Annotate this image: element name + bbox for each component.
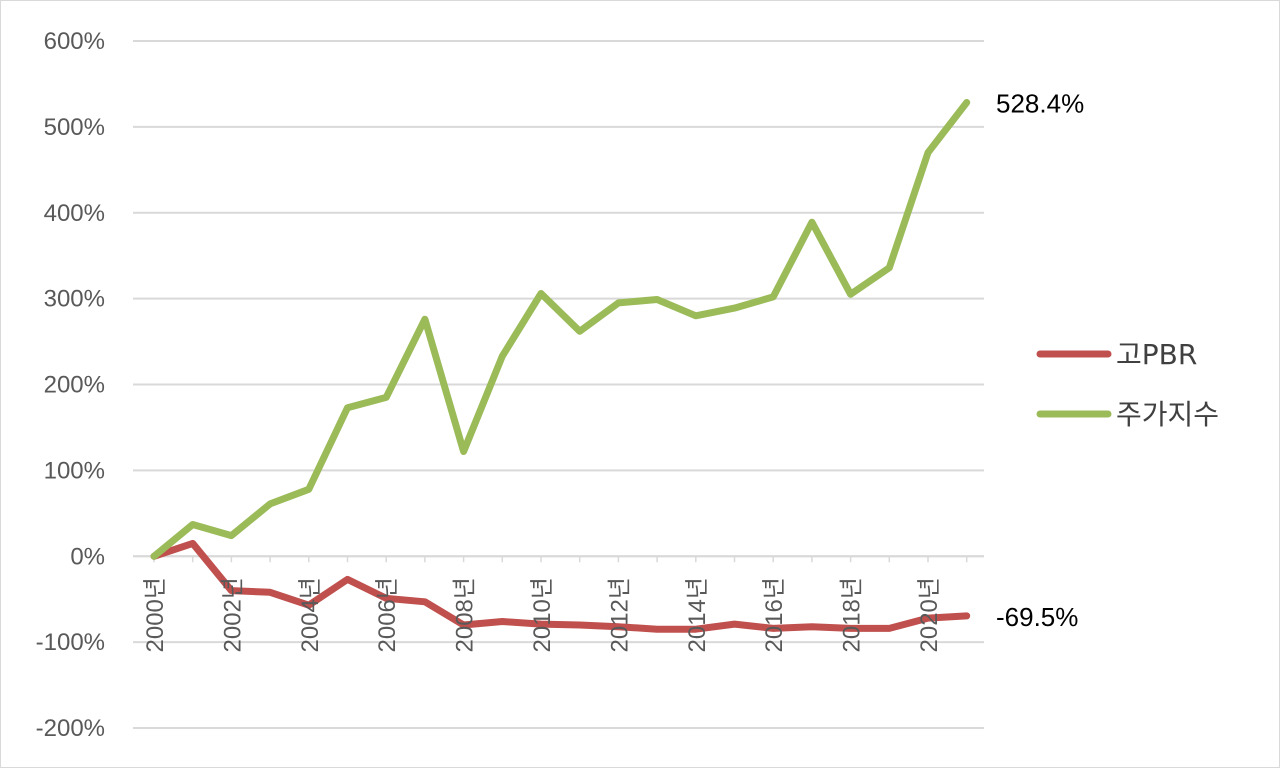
end-value-label: 528.4%	[996, 88, 1084, 118]
end-value-label: -69.5%	[996, 602, 1078, 632]
x-tick-label: 2012년	[606, 577, 633, 652]
x-tick-label: 2002년	[219, 577, 246, 652]
zero-axis	[133, 555, 984, 563]
y-tick-label: -100%	[36, 629, 105, 656]
y-tick-label: 200%	[44, 372, 105, 399]
x-tick-label: 2008년	[452, 577, 479, 652]
y-tick-label: 0%	[70, 543, 105, 570]
y-tick-label: -200%	[36, 715, 105, 742]
x-tick-label: 2018년	[839, 577, 866, 652]
y-tick-label: 400%	[44, 200, 105, 227]
x-tick-label: 2014년	[684, 577, 711, 652]
x-tick-label: 2010년	[529, 577, 556, 652]
x-axis-ticks: 2000년 2002년 2004년 2006년 2008년 2010년 2012년 2014년…	[142, 577, 943, 652]
y-tick-label: 500%	[44, 114, 105, 141]
x-tick-label: 2006년	[374, 577, 401, 652]
x-tick-label: 2016년	[761, 577, 788, 652]
legend: 고PBR 주가지수	[1036, 338, 1219, 431]
y-axis-ticks: 600% 500% 400% 300% 200% 100% 0% -100% -200%	[36, 28, 105, 742]
y-tick-label: 100%	[44, 457, 105, 484]
x-tick-label: 2000년	[142, 577, 169, 652]
series-line-0	[150, 539, 971, 633]
end-labels: -69.5% 528.4%	[996, 88, 1084, 631]
series-lines	[150, 99, 971, 633]
legend-label: 고PBR	[1116, 338, 1197, 371]
x-tick-label: 2020년	[916, 577, 943, 652]
x-tick-label: 2004년	[297, 577, 324, 652]
series-line-1	[150, 99, 971, 560]
y-tick-label: 300%	[44, 286, 105, 313]
legend-label: 주가지수	[1116, 398, 1219, 431]
y-tick-label: 600%	[44, 28, 105, 55]
